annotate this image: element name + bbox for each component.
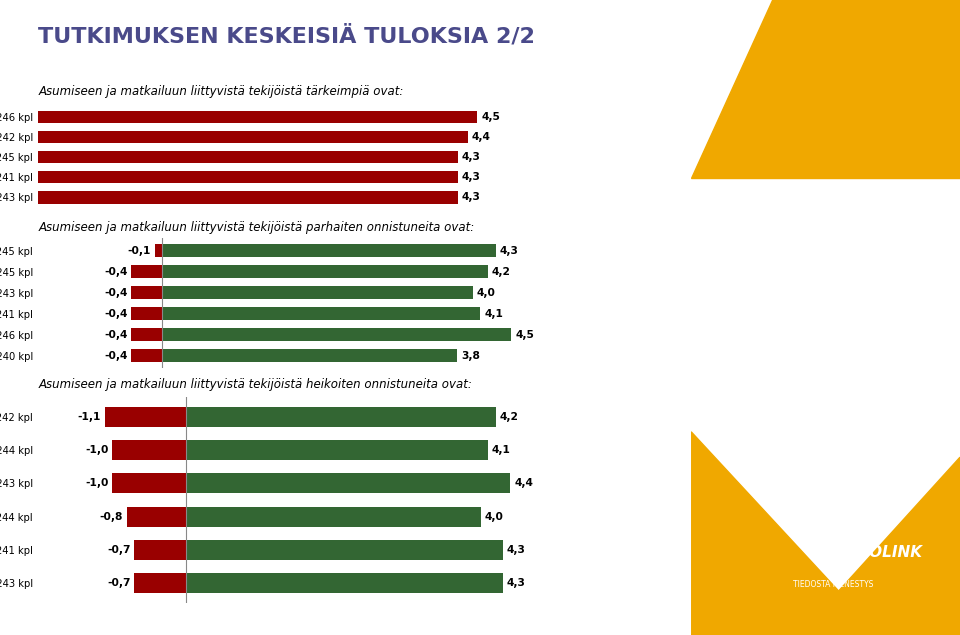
Text: 4,3: 4,3 <box>462 192 481 203</box>
Text: -1,0: -1,0 <box>85 478 108 488</box>
Text: 4,1: 4,1 <box>492 445 511 455</box>
Text: 4,0: 4,0 <box>485 512 503 522</box>
Bar <box>38 111 477 123</box>
Text: 4,5: 4,5 <box>516 330 534 340</box>
Text: 4,2: 4,2 <box>492 267 511 277</box>
Bar <box>134 573 186 593</box>
Text: INNOLINK: INNOLINK <box>839 545 924 560</box>
Bar <box>186 573 503 593</box>
Bar <box>38 171 458 184</box>
Bar <box>112 440 186 460</box>
Text: TIEDOSTA MENESTYS: TIEDOSTA MENESTYS <box>793 580 874 589</box>
Text: 4,1: 4,1 <box>484 309 503 319</box>
Bar <box>162 307 480 320</box>
Text: -0,7: -0,7 <box>108 578 131 588</box>
Bar <box>186 407 495 427</box>
Text: -0,4: -0,4 <box>105 288 128 298</box>
Bar <box>127 507 186 526</box>
Text: 4,3: 4,3 <box>507 545 526 555</box>
Text: -0,4: -0,4 <box>105 330 128 340</box>
Bar <box>186 440 489 460</box>
Text: 4,3: 4,3 <box>507 578 526 588</box>
Bar <box>162 244 496 257</box>
Text: 4,5: 4,5 <box>481 112 500 122</box>
Bar <box>134 540 186 560</box>
Bar <box>155 244 162 257</box>
Text: 4,3: 4,3 <box>462 172 481 182</box>
Text: 4,3: 4,3 <box>500 246 518 256</box>
Bar <box>186 507 481 526</box>
Text: -1,0: -1,0 <box>85 445 108 455</box>
Bar <box>132 328 162 341</box>
Text: -0,7: -0,7 <box>108 545 131 555</box>
Text: -0,4: -0,4 <box>105 309 128 319</box>
Text: Asumiseen ja matkailuun liittyvistä tekijöistä heikoiten onnistuneita ovat:: Asumiseen ja matkailuun liittyvistä teki… <box>38 378 472 391</box>
Text: -0,4: -0,4 <box>105 351 128 361</box>
Text: 4,4: 4,4 <box>515 478 533 488</box>
Bar <box>162 265 488 278</box>
Bar <box>132 265 162 278</box>
Text: TUTKIMUKSEN KESKEISIÄ TULOKSIA 2/2: TUTKIMUKSEN KESKEISIÄ TULOKSIA 2/2 <box>38 25 536 47</box>
Bar <box>105 407 186 427</box>
Text: 4,2: 4,2 <box>499 412 518 422</box>
Text: -0,4: -0,4 <box>105 267 128 277</box>
Text: Asumiseen ja matkailuun liittyvistä tekijöistä parhaiten onnistuneita ovat:: Asumiseen ja matkailuun liittyvistä teki… <box>38 221 474 234</box>
Text: -0,1: -0,1 <box>128 246 151 256</box>
Text: 3,8: 3,8 <box>461 351 480 361</box>
Bar <box>132 349 162 362</box>
Polygon shape <box>691 0 960 178</box>
Text: -1,1: -1,1 <box>78 412 101 422</box>
Bar <box>132 307 162 320</box>
Bar <box>132 286 162 299</box>
Bar <box>162 349 457 362</box>
Bar <box>162 328 512 341</box>
Polygon shape <box>691 432 879 635</box>
Bar <box>38 191 458 203</box>
Text: 4,4: 4,4 <box>471 132 491 142</box>
Text: 4,3: 4,3 <box>462 152 481 162</box>
Text: 4,0: 4,0 <box>476 288 495 298</box>
Bar <box>186 540 503 560</box>
Polygon shape <box>799 457 960 635</box>
Bar <box>38 131 468 143</box>
Bar <box>112 474 186 493</box>
Text: -0,8: -0,8 <box>100 512 123 522</box>
Bar <box>186 474 511 493</box>
Text: Asumiseen ja matkailuun liittyvistä tekijöistä tärkeimpiä ovat:: Asumiseen ja matkailuun liittyvistä teki… <box>38 86 404 98</box>
Bar <box>162 286 472 299</box>
Bar <box>38 151 458 163</box>
